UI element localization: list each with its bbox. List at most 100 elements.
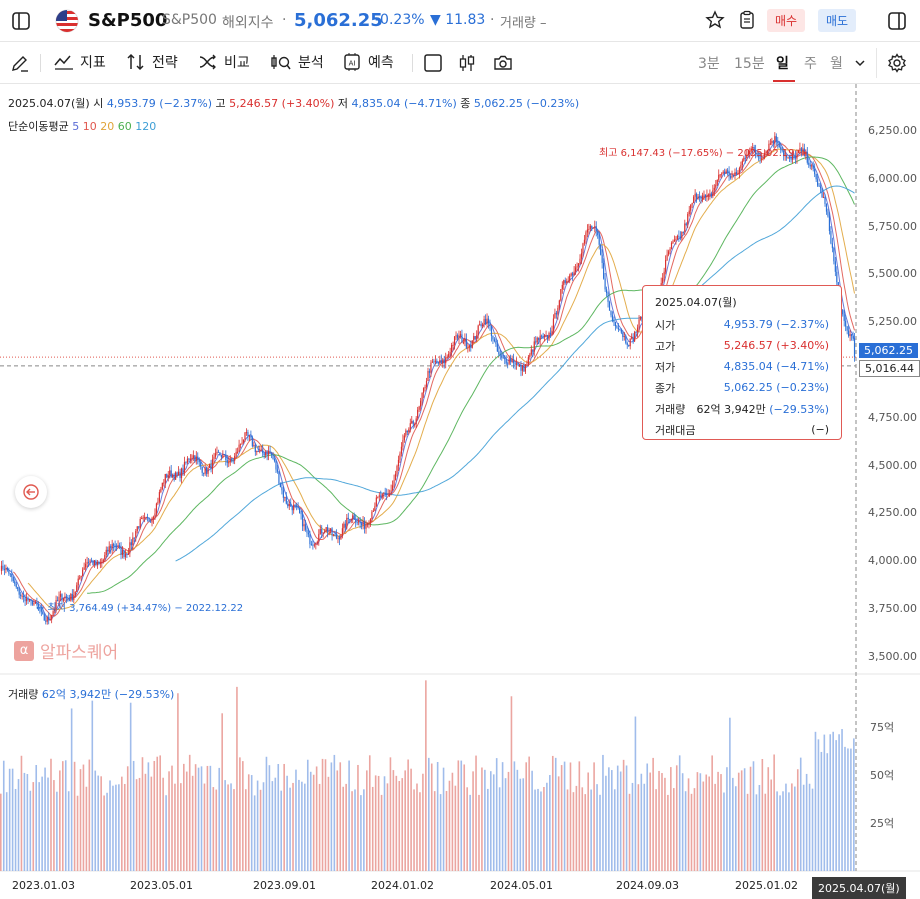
- right-panel-toggle-icon[interactable]: [884, 8, 910, 34]
- candle-body: [409, 423, 411, 430]
- symbol-name[interactable]: S&P500: [88, 10, 168, 31]
- candle-body: [353, 515, 355, 520]
- price-chart[interactable]: [0, 84, 920, 898]
- candle-body: [51, 615, 53, 620]
- period-month[interactable]: 월: [830, 56, 843, 72]
- candle-body: [393, 480, 395, 486]
- moving-average-legend[interactable]: 단순이동평균 5 10 20 60 120: [8, 118, 156, 134]
- divider: [412, 54, 413, 72]
- candle-body: [135, 531, 137, 538]
- candlestick-icon[interactable]: [456, 52, 478, 74]
- divider: [40, 54, 41, 72]
- volume-bar: [752, 761, 755, 871]
- volume-bar: [333, 754, 336, 871]
- tooltip-label: 시가: [655, 318, 676, 332]
- drawing-pen-icon[interactable]: [8, 52, 32, 74]
- volume-bar: [203, 783, 206, 871]
- sidebar-toggle-icon[interactable]: [8, 8, 34, 34]
- tooltip-value: 4,953.79 (−2.37%): [723, 318, 829, 331]
- candle-body: [558, 300, 560, 309]
- candle-body: [242, 439, 245, 443]
- candle-body: [332, 534, 335, 536]
- candle-body: [496, 343, 498, 352]
- price-axis-tick: 3,500.00: [868, 649, 917, 663]
- candle-body: [778, 143, 780, 148]
- volume-bar: [478, 794, 480, 871]
- candle-body: [755, 150, 757, 154]
- scroll-back-button[interactable]: [15, 476, 47, 508]
- candle-body: [189, 458, 191, 460]
- candle-body: [431, 361, 434, 363]
- volume-bar: [209, 765, 212, 871]
- volume-bar: [832, 731, 834, 871]
- candle-body: [793, 155, 795, 157]
- candle-body: [169, 470, 171, 476]
- candle-body: [247, 432, 249, 436]
- volume-bar: [430, 763, 433, 871]
- volume-bar: [197, 767, 200, 871]
- candle-body: [502, 357, 504, 359]
- chevron-down-icon[interactable]: [852, 54, 868, 72]
- candle-body: [713, 187, 715, 191]
- candle-body: [399, 453, 401, 460]
- square-icon[interactable]: [422, 52, 444, 74]
- tooltip-value: 4,835.04 (−4.71%): [723, 360, 829, 373]
- candle-body: [698, 196, 701, 198]
- volume-bar: [628, 793, 631, 871]
- candle-body: [300, 513, 302, 515]
- volume-bar: [351, 791, 353, 871]
- volume-bar: [708, 776, 711, 871]
- candle-body: [30, 599, 32, 601]
- period-week[interactable]: 주: [804, 56, 817, 72]
- settings-gear-icon[interactable]: [886, 52, 908, 74]
- volume-bar: [283, 763, 285, 871]
- analysis-button[interactable]: 분석: [270, 52, 324, 72]
- candle-body: [636, 327, 639, 333]
- close-value: 5,062.25 (−0.23%): [473, 97, 580, 110]
- candle-body: [781, 149, 783, 151]
- compare-button[interactable]: 비교: [198, 52, 250, 72]
- volume-bar: [106, 792, 108, 871]
- candle-body: [585, 232, 587, 240]
- forecast-button[interactable]: AI 예측: [342, 52, 394, 72]
- candle-body: [464, 338, 466, 343]
- volume-bar: [256, 780, 259, 871]
- period-day[interactable]: 일: [776, 56, 789, 72]
- candle-body: [504, 357, 506, 360]
- compare-icon: [199, 54, 216, 70]
- volume-bar: [596, 784, 598, 871]
- buy-button[interactable]: 매수: [767, 9, 806, 32]
- candle-body: [54, 608, 56, 612]
- volume-bar: [47, 777, 49, 871]
- sell-button[interactable]: 매도: [818, 9, 857, 32]
- volume-bar: [460, 760, 463, 871]
- volume-bar: [634, 716, 637, 871]
- candle-body: [468, 345, 470, 348]
- period-15min[interactable]: 15분: [734, 56, 765, 72]
- volume-bar: [740, 770, 743, 871]
- candle-body: [515, 363, 518, 365]
- candle-body: [434, 360, 436, 362]
- volume-bar: [652, 757, 654, 871]
- volume-bar: [835, 740, 837, 871]
- strategy-button[interactable]: 전략: [126, 52, 178, 72]
- low-label: 저: [337, 97, 349, 110]
- candle-body: [303, 524, 305, 527]
- candle-body: [753, 147, 755, 151]
- volume-bar: [206, 765, 209, 871]
- volume-bar: [770, 779, 772, 871]
- camera-icon[interactable]: [492, 52, 514, 74]
- indicator-button[interactable]: 지표: [54, 52, 106, 72]
- candle-body: [214, 453, 217, 457]
- star-icon[interactable]: [704, 9, 726, 31]
- change-percent: -0.23%: [375, 12, 425, 28]
- volume-bar: [587, 772, 589, 871]
- memo-icon[interactable]: [736, 9, 758, 31]
- candle-body: [79, 577, 81, 579]
- volume-bar: [309, 771, 312, 871]
- candle-body: [203, 472, 205, 474]
- candle-body: [397, 459, 400, 467]
- period-3min[interactable]: 3분: [698, 56, 720, 72]
- candle-body: [833, 248, 835, 262]
- candle-body: [285, 497, 287, 504]
